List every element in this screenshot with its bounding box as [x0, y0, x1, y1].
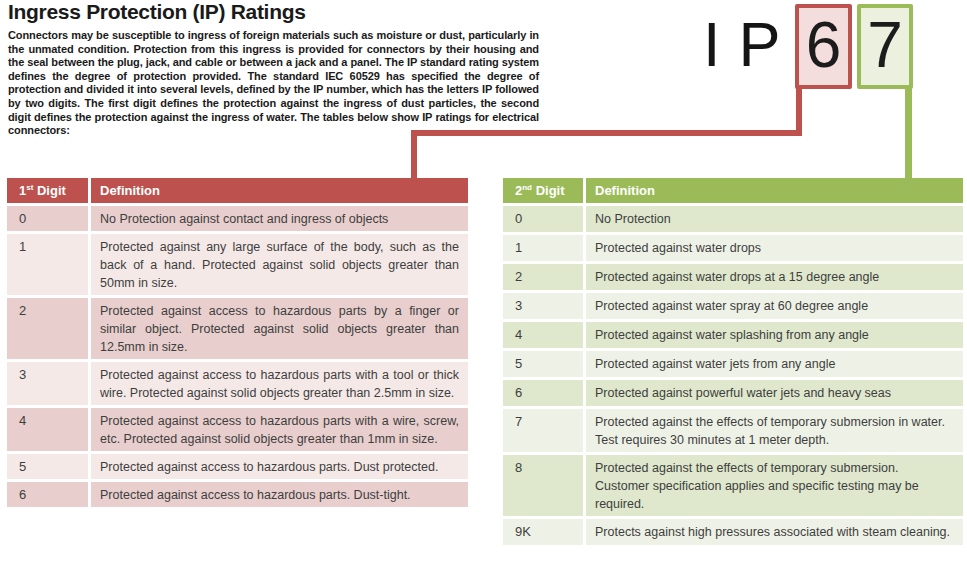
digit-cell: 0 — [7, 206, 88, 231]
definition-cell: No Protection against contact and ingres… — [91, 206, 468, 231]
table-row: 5 Protected against access to hazardous … — [7, 454, 468, 479]
definition-cell: No Protection — [586, 206, 963, 232]
digit-cell: 6 — [7, 482, 88, 507]
digit-cell: 0 — [503, 206, 583, 232]
definition-cell: Protected against water spray at 60 degr… — [586, 293, 963, 319]
red-connector-horizontal — [411, 130, 802, 136]
digit-cell: 9K — [503, 519, 583, 545]
digit-column-header: 2nd Digit — [503, 178, 583, 203]
first-digit-table: 1st Digit Definition 0 No Protection aga… — [7, 178, 468, 507]
first-digit-box: 6 — [795, 4, 852, 89]
digit-column-header: 1st Digit — [7, 178, 88, 203]
digit-cell: 4 — [503, 322, 583, 348]
table-row: 3 Protected against water spray at 60 de… — [503, 293, 963, 319]
second-digit-table: 2nd Digit Definition 0 No Protection 1 P… — [503, 178, 963, 545]
definition-cell: Protected against the effects of tempora… — [586, 409, 963, 452]
digit-cell: 1 — [7, 234, 88, 295]
digit-cell: 6 — [503, 380, 583, 406]
table-row: 4 Protected against water splashing from… — [503, 322, 963, 348]
definition-cell: Protected against access to hazardous pa… — [91, 482, 468, 507]
definition-cell: Protected against access to hazardous pa… — [91, 408, 468, 451]
digit-cell: 2 — [503, 264, 583, 290]
table-row: 6 Protected against powerful water jets … — [503, 380, 963, 406]
definition-column-header: Definition — [91, 178, 468, 203]
intro-paragraph: Connectors may be susceptible to ingress… — [8, 29, 539, 138]
table-row: 1 Protected against water drops — [503, 235, 963, 261]
definition-cell: Protected against water drops at a 15 de… — [586, 264, 963, 290]
table-row: 0 No Protection — [503, 206, 963, 232]
second-digit-table-header: 2nd Digit Definition — [503, 178, 963, 203]
table-row: 5 Protected against water jets from any … — [503, 351, 963, 377]
digit-cell: 3 — [503, 293, 583, 319]
digit-cell: 2 — [7, 298, 88, 359]
second-digit-table-body: 0 No Protection 1 Protected against wate… — [503, 206, 963, 545]
table-row: 6 Protected against access to hazardous … — [7, 482, 468, 507]
definition-cell: Protected against access to hazardous pa… — [91, 454, 468, 479]
definition-column-header: Definition — [586, 178, 963, 203]
table-row: 8 Protected against the effects of tempo… — [503, 455, 963, 516]
red-connector-vertical-bottom — [411, 130, 417, 179]
page-title: Ingress Protection (IP) Ratings — [8, 0, 306, 24]
definition-cell: Protected against water jets from any an… — [586, 351, 963, 377]
definition-cell: Protected against access to hazardous pa… — [91, 362, 468, 405]
definition-cell: Protects against high pressures associat… — [586, 519, 963, 545]
table-row: 2 Protected against water drops at a 15 … — [503, 264, 963, 290]
definition-cell: Protected against any large surface of t… — [91, 234, 468, 295]
first-digit-table-header: 1st Digit Definition — [7, 178, 468, 203]
digit-cell: 5 — [503, 351, 583, 377]
definition-cell: Protected against access to hazardous pa… — [91, 298, 468, 359]
first-digit-table-body: 0 No Protection against contact and ingr… — [7, 206, 468, 507]
digit-cell: 1 — [503, 235, 583, 261]
digit-cell: 8 — [503, 455, 583, 516]
definition-cell: Protected against the effects of tempora… — [586, 455, 963, 516]
table-row: 7 Protected against the effects of tempo… — [503, 409, 963, 452]
green-connector-vertical — [905, 87, 912, 179]
digit-cell: 5 — [7, 454, 88, 479]
digit-cell: 4 — [7, 408, 88, 451]
red-connector-vertical-top — [796, 87, 802, 136]
table-row: 9K Protects against high pressures assoc… — [503, 519, 963, 545]
table-row: 1 Protected against any large surface of… — [7, 234, 468, 295]
table-row: 2 Protected against access to hazardous … — [7, 298, 468, 359]
definition-cell: Protected against water drops — [586, 235, 963, 261]
definition-cell: Protected against powerful water jets an… — [586, 380, 963, 406]
table-row: 3 Protected against access to hazardous … — [7, 362, 468, 405]
second-digit-box: 7 — [857, 4, 913, 89]
definition-cell: Protected against water splashing from a… — [586, 322, 963, 348]
table-row: 4 Protected against access to hazardous … — [7, 408, 468, 451]
ip-badge-letters: IP — [703, 1, 799, 89]
table-row: 0 No Protection against contact and ingr… — [7, 206, 468, 231]
digit-cell: 7 — [503, 409, 583, 452]
document-page: Ingress Protection (IP) Ratings Connecto… — [0, 0, 967, 566]
digit-cell: 3 — [7, 362, 88, 405]
